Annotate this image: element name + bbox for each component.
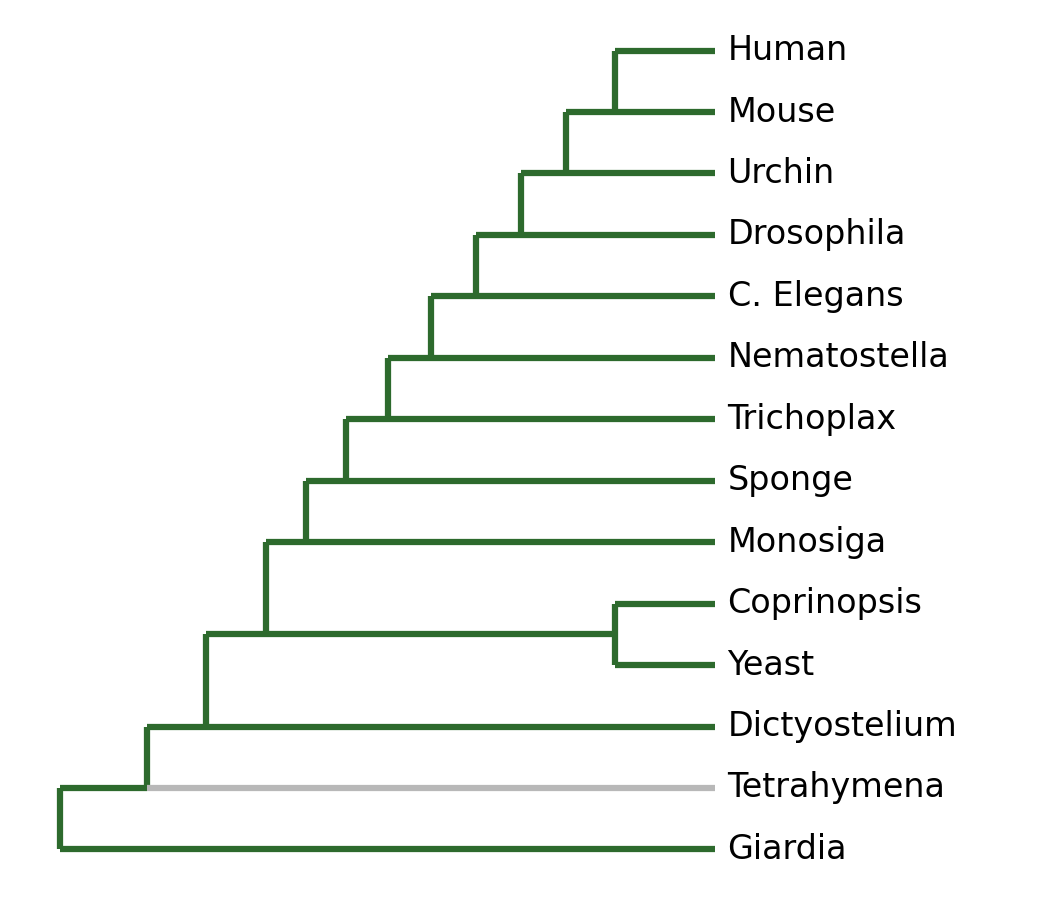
Text: Urchin: Urchin: [728, 157, 835, 190]
Text: Dictyostelium: Dictyostelium: [728, 710, 958, 743]
Text: Monosiga: Monosiga: [728, 526, 886, 559]
Text: Human: Human: [728, 34, 848, 68]
Text: Mouse: Mouse: [728, 95, 836, 129]
Text: Nematostella: Nematostella: [728, 341, 949, 374]
Text: Sponge: Sponge: [728, 464, 854, 497]
Text: Giardia: Giardia: [728, 832, 847, 866]
Text: C. Elegans: C. Elegans: [728, 280, 903, 313]
Text: Drosophila: Drosophila: [728, 219, 906, 251]
Text: Coprinopsis: Coprinopsis: [728, 587, 922, 620]
Text: Trichoplax: Trichoplax: [728, 403, 897, 436]
Text: Yeast: Yeast: [728, 649, 815, 681]
Text: Tetrahymena: Tetrahymena: [728, 771, 945, 805]
